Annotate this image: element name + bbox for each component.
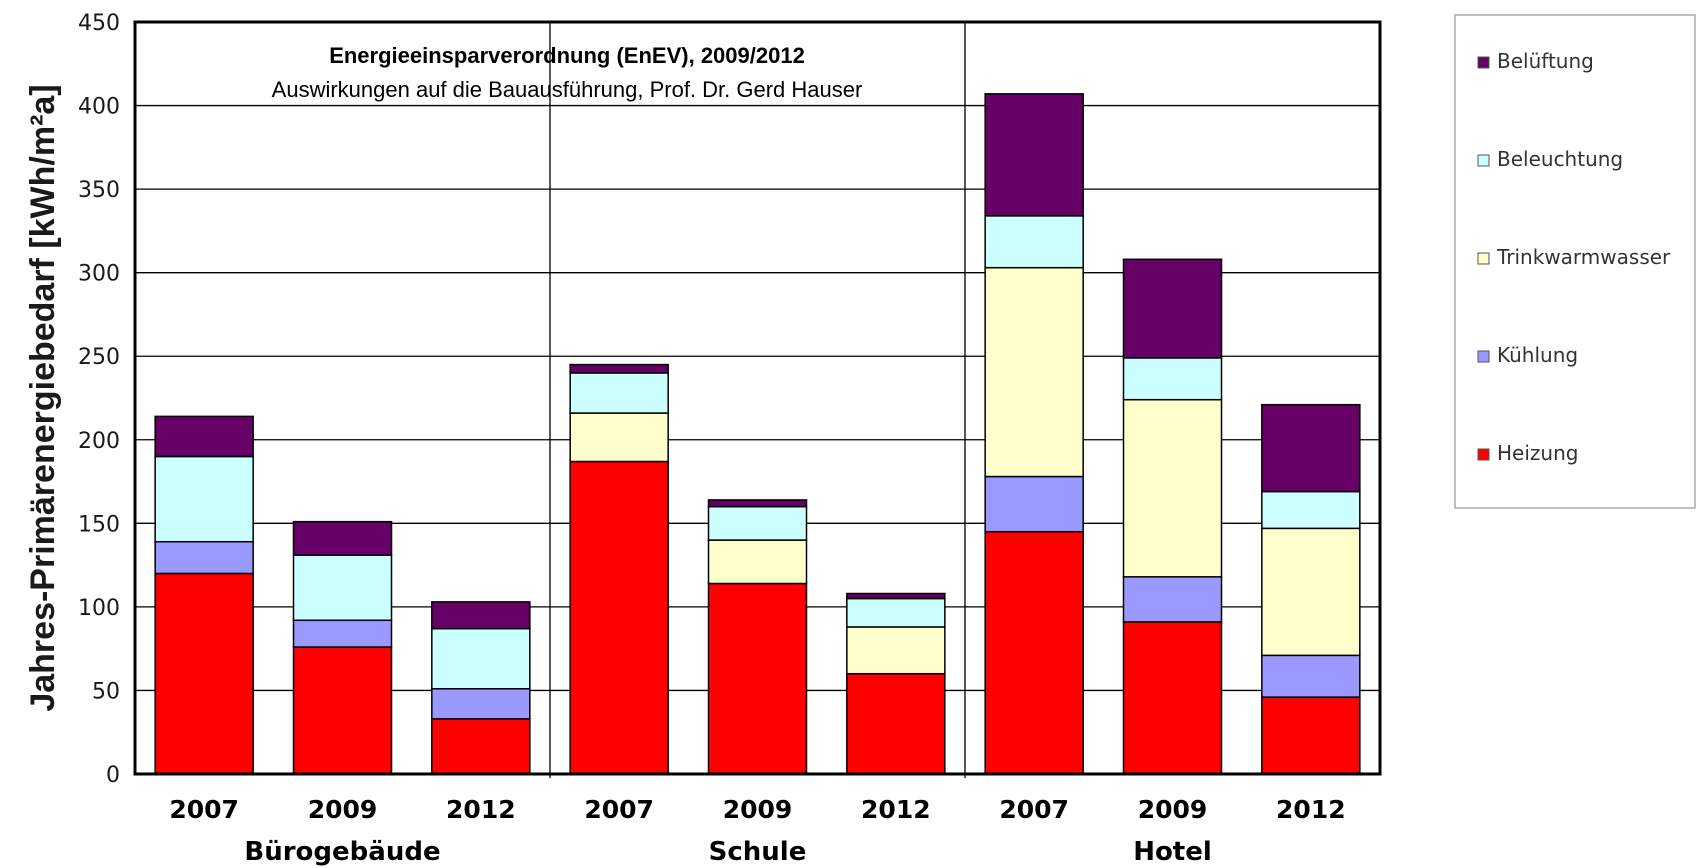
bar-segment	[1122, 258, 1223, 359]
legend-label: Beleuchtung	[1497, 147, 1623, 171]
y-axis-label: Jahres-Primärenergiebedarf [kWh/m²a]	[24, 84, 62, 711]
bar-segment	[292, 554, 393, 622]
bar-segment	[984, 93, 1084, 217]
bar-segment	[984, 475, 1084, 533]
x-category-label: 2009	[723, 795, 793, 824]
bar-segment	[292, 619, 393, 648]
bar-segment	[292, 646, 393, 775]
legend-box	[1454, 14, 1696, 509]
legend-label: Belüftung	[1497, 49, 1594, 73]
x-axis-groups: Bürogebäude Schule Hotel	[244, 837, 1211, 867]
bar-segment	[1122, 357, 1223, 401]
bar-segment	[846, 592, 946, 600]
bar-segment	[1261, 654, 1361, 698]
bar-segment	[1261, 403, 1361, 493]
x-category-label: 2012	[446, 795, 516, 824]
bar-segment	[431, 601, 531, 630]
bar-segment	[707, 539, 808, 585]
y-tick-label: 450	[78, 11, 120, 36]
bar-segment	[984, 266, 1084, 478]
bar-segment	[707, 499, 808, 508]
legend-label: Trinkwarmwasser	[1496, 245, 1671, 269]
bar-segment	[707, 582, 808, 775]
bar-segment	[1122, 621, 1223, 775]
y-tick-label: 400	[78, 95, 120, 120]
bar-segment	[1261, 696, 1361, 775]
legend-swatch	[1477, 252, 1490, 265]
bar-segment	[707, 505, 808, 541]
y-tick-label: 300	[78, 262, 120, 287]
chart-title: Energieeinsparverordnung (EnEV), 2009/20…	[329, 43, 805, 68]
bar-segment	[569, 412, 669, 463]
x-axis-categories: 2007 2009 2012 2007 2009 2012 2007 2009 2012	[169, 795, 1345, 824]
bar-segment	[431, 688, 531, 720]
x-category-label: 2007	[169, 795, 239, 824]
y-tick-label: 150	[78, 512, 120, 537]
bar-segment	[431, 718, 531, 775]
bar-segment	[1122, 576, 1223, 623]
legend-swatch	[1477, 350, 1490, 363]
bar-segment	[569, 372, 669, 414]
x-group-label: Hotel	[1133, 837, 1212, 867]
y-tick-label: 50	[92, 679, 120, 704]
x-category-label: 2012	[861, 795, 931, 824]
legend-swatch	[1477, 56, 1490, 69]
legend-label: Kühlung	[1497, 343, 1578, 367]
bar-segment	[1261, 527, 1361, 657]
bar-segment	[154, 415, 254, 458]
bar-segment	[846, 597, 946, 628]
y-tick-label: 350	[78, 178, 120, 203]
bar-segment	[154, 540, 254, 575]
bars	[154, 93, 1361, 775]
y-tick-label: 0	[106, 763, 120, 788]
legend-label: Heizung	[1497, 441, 1578, 465]
x-group-label: Schule	[709, 837, 807, 867]
x-group-label: Bürogebäude	[244, 837, 440, 867]
x-category-label: 2007	[999, 795, 1069, 824]
x-category-label: 2009	[308, 795, 378, 824]
plot-frame	[133, 20, 1382, 776]
legend: Belüftung Beleuchtung Trinkwarmwasser Kühlu…	[1477, 49, 1671, 465]
x-category-label: 2009	[1138, 795, 1208, 824]
y-tick-label: 100	[78, 596, 120, 621]
bar-segment	[154, 455, 254, 543]
bar-segment	[984, 530, 1084, 775]
bar-segment	[569, 460, 669, 775]
legend-swatch	[1477, 448, 1490, 461]
bar-segment	[846, 672, 946, 775]
bar-segment	[984, 215, 1084, 269]
bar-segment	[292, 520, 393, 556]
bar-segment	[569, 363, 669, 374]
bar-segment	[1122, 398, 1223, 578]
bar-segment	[431, 627, 531, 690]
y-tick-label: 250	[78, 345, 120, 370]
y-axis-ticks: 0 50 100 150 200 250 300 350 400 450	[78, 11, 120, 788]
x-category-label: 2012	[1276, 795, 1346, 824]
legend-swatch	[1477, 154, 1490, 167]
bar-segment	[846, 626, 946, 675]
y-tick-label: 200	[78, 429, 120, 454]
bar-segment	[1261, 490, 1361, 530]
chart-subtitle: Auswirkungen auf die Bauausführung, Prof…	[272, 77, 863, 102]
bar-segment	[154, 572, 254, 775]
group-separators	[549, 22, 966, 778]
x-category-label: 2007	[584, 795, 654, 824]
